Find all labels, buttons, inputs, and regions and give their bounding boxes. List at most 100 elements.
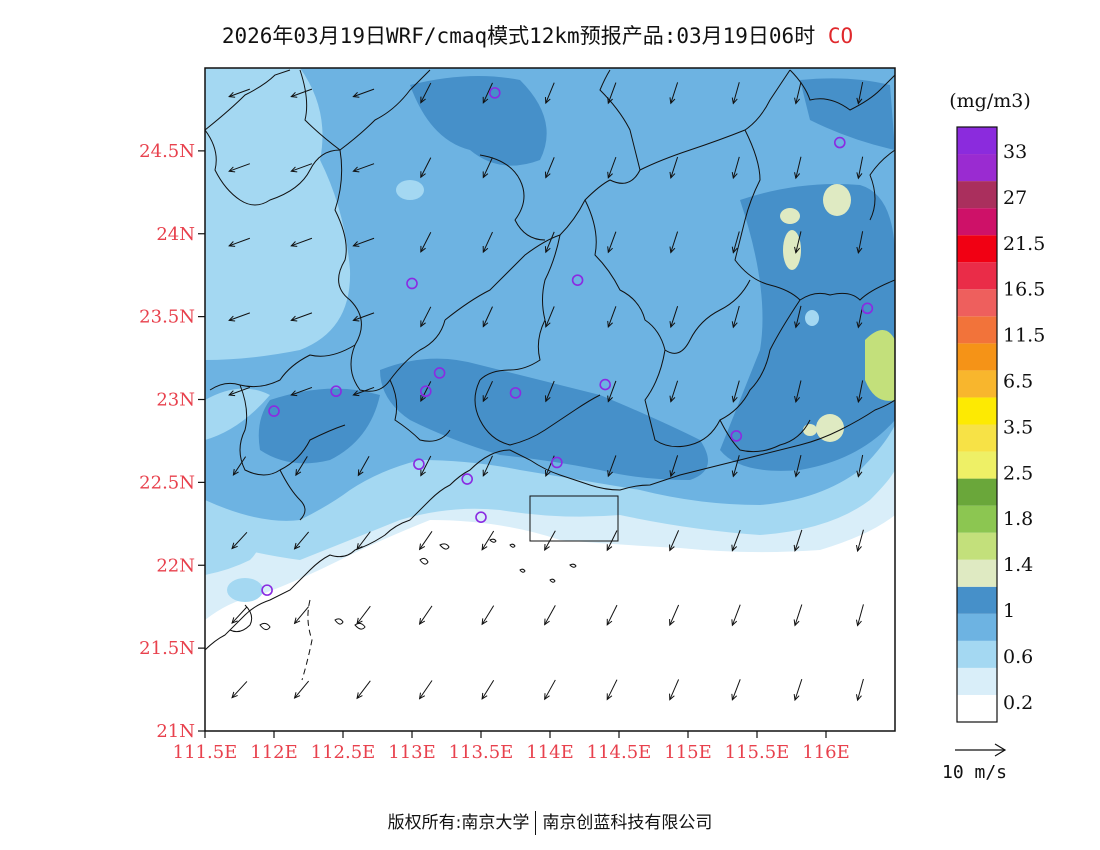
wind-arrow-head <box>793 693 800 702</box>
wind-arrow-head <box>731 395 738 403</box>
wind-arrow-head <box>544 320 551 328</box>
wind-arrow-head <box>293 617 301 625</box>
wind-arrow-shaft <box>857 156 864 179</box>
wind-arrow-head <box>482 469 489 477</box>
wind-arrow-head <box>607 97 613 105</box>
wind-arrow-shaft <box>857 231 864 253</box>
wind-arrow-head <box>731 693 738 701</box>
field-north-light <box>396 180 424 200</box>
colorbar-label: 1 <box>1003 600 1015 622</box>
station-marker <box>599 378 612 391</box>
wind-arrow-shaft <box>794 604 803 626</box>
wind-arrow-shaft <box>481 679 495 700</box>
wind-arrow-shaft <box>481 530 495 551</box>
island-8 <box>549 578 556 583</box>
map-title: 2026年03月19日WRF/cmaq模式12km预报产品:03月19日06时 … <box>0 20 1075 50</box>
field-patch-2 <box>780 208 800 224</box>
wind-arrow-head <box>482 96 489 104</box>
station-marker <box>330 385 342 398</box>
wind-arrow-shaft <box>670 82 679 104</box>
wind-arrow-shaft <box>606 604 618 626</box>
wind-arrow-head <box>731 246 738 254</box>
wind-arrow-shaft <box>291 163 313 172</box>
wind-arrow-head <box>420 320 426 328</box>
wind-arrow-shaft <box>795 82 802 104</box>
colorbar-segment <box>957 397 997 425</box>
station-marker <box>509 387 522 399</box>
colorbar-segment <box>957 262 997 290</box>
colorbar-label: 0.6 <box>1003 646 1033 668</box>
coast-main <box>205 399 895 651</box>
station-marker <box>413 458 425 470</box>
boundary-10 <box>789 69 895 111</box>
wind-arrow-head <box>420 171 426 179</box>
station-marker <box>261 584 273 596</box>
x-tick-label: 116E <box>802 742 850 763</box>
wind-arrow-shaft <box>670 231 679 253</box>
wind-arrow-head <box>482 171 489 179</box>
wind-arrow-shaft <box>857 81 864 104</box>
x-tick-label: 114E <box>526 742 574 763</box>
wind-arrow-shaft <box>482 381 493 402</box>
field-patch-5 <box>816 414 844 442</box>
boundary-2 <box>205 129 341 206</box>
field-west-light <box>205 68 351 360</box>
wind-arrow-shaft <box>857 678 864 701</box>
colorbar-segment <box>957 316 997 344</box>
station-marker <box>861 302 874 315</box>
colorbar-label: 2.5 <box>1003 462 1033 484</box>
wind-arrow-shaft <box>356 605 371 625</box>
footer-copyright: 版权所有:南京大学 <box>387 813 530 833</box>
reference-label: 10 m/s <box>942 762 1007 783</box>
wind-arrow-head <box>481 618 488 626</box>
colorbar-label: 16.5 <box>1003 279 1045 301</box>
wind-arrow-shaft <box>545 231 555 253</box>
wind-arrow-head <box>793 544 800 552</box>
coast-dashed <box>301 599 313 681</box>
wind-arrow-head <box>794 321 801 329</box>
colorbar-segment <box>957 424 997 452</box>
colorbar-segment <box>957 127 997 155</box>
wind-arrow-shaft <box>731 529 741 551</box>
wind-arrow-shaft <box>482 231 493 253</box>
wind-arrow-head <box>481 543 488 551</box>
x-tick-label: 115.5E <box>725 742 790 763</box>
wind-arrow-head <box>669 171 676 180</box>
wind-arrow-head <box>856 470 863 478</box>
wind-arrow-shaft <box>231 681 248 699</box>
colorbar-label: 6.5 <box>1003 371 1033 393</box>
wind-arrow-shaft <box>353 237 375 247</box>
wind-arrow-head <box>856 97 863 105</box>
wind-arrow-shaft <box>857 454 864 477</box>
wind-arrow-head <box>418 618 426 625</box>
wind-arrow-head <box>731 544 738 552</box>
wind-arrow-shaft <box>419 531 433 550</box>
wind-arrow-shaft <box>669 530 680 551</box>
field-west-coast <box>205 530 259 575</box>
colorbar-label: 27 <box>1003 187 1027 209</box>
boundary-14 <box>209 344 356 391</box>
wind-arrow-head <box>731 172 738 180</box>
wind-arrow-head <box>669 619 675 627</box>
wind-arrow-shaft <box>419 680 433 699</box>
wind-arrow-shaft <box>228 163 251 172</box>
colorbar-segment <box>957 451 997 479</box>
x-tick-label: 113E <box>388 742 436 763</box>
wind-arrow-head <box>606 618 613 626</box>
footer-company: 南京创蓝科技有限公司 <box>542 813 713 833</box>
wind-arrow-shaft <box>545 380 555 402</box>
colorbar-segment <box>957 505 997 533</box>
wind-arrow-head <box>544 171 551 179</box>
field-patch-4 <box>865 330 895 401</box>
y-tick-label: 23.5N <box>139 307 195 328</box>
wind-arrow-shaft <box>606 530 618 551</box>
coastline <box>205 399 895 681</box>
wind-arrow-shaft <box>295 456 308 476</box>
station-marker <box>461 473 474 485</box>
concentration-field <box>205 68 895 731</box>
wind-arrow-shaft <box>231 606 248 624</box>
colorbar-segment <box>957 289 997 317</box>
wind-arrow-head <box>352 315 360 322</box>
wind-arrow-shaft <box>420 381 432 402</box>
station-marker <box>419 385 432 398</box>
